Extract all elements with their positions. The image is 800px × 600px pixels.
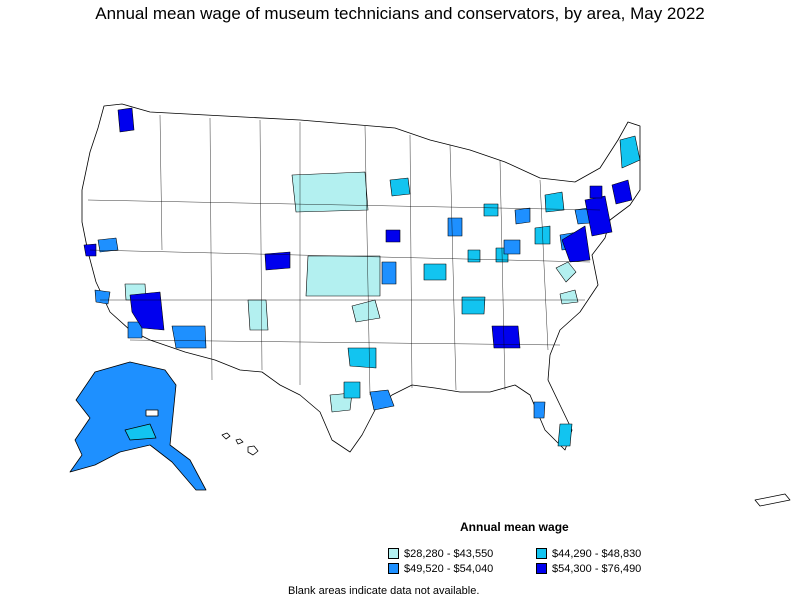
state-boundaries (87, 114, 601, 396)
legend-swatch (388, 563, 399, 574)
legend-item: $44,290 - $48,830 (536, 548, 684, 560)
legend-swatch (536, 548, 547, 559)
legend-label: $49,520 - $54,040 (404, 562, 494, 575)
legend-label: $54,300 - $76,490 (552, 562, 642, 575)
legend-label: $28,280 - $43,550 (404, 547, 494, 560)
legend-label: $44,290 - $48,830 (552, 547, 642, 560)
map-title: Annual mean wage of museum technicians a… (95, 4, 705, 23)
legend-item: $54,300 - $76,490 (536, 563, 684, 575)
legend-swatch (388, 548, 399, 559)
legend-swatch (536, 563, 547, 574)
no-data-note: Blank areas indicate data not available. (288, 585, 480, 597)
legend-item: $49,520 - $54,040 (388, 563, 536, 575)
legend-title: Annual mean wage (460, 520, 569, 534)
legend-item: $28,280 - $43,550 (388, 548, 536, 560)
legend: $28,280 - $43,550 $44,290 - $48,830 $49,… (388, 546, 688, 576)
alaska-outline (69, 361, 207, 491)
area-polygons (83, 107, 641, 447)
